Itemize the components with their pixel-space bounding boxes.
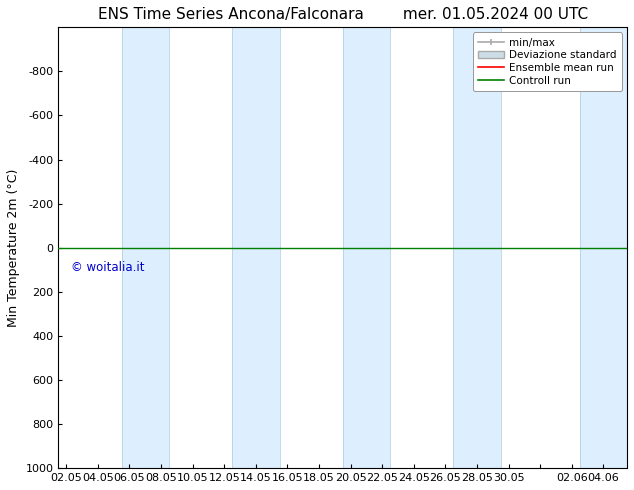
Bar xyxy=(453,27,501,468)
Text: © woitalia.it: © woitalia.it xyxy=(71,261,145,274)
Bar xyxy=(579,27,627,468)
Legend: min/max, Deviazione standard, Ensemble mean run, Controll run: min/max, Deviazione standard, Ensemble m… xyxy=(473,32,622,91)
Bar xyxy=(343,27,390,468)
Y-axis label: Min Temperature 2m (°C): Min Temperature 2m (°C) xyxy=(7,169,20,327)
Title: ENS Time Series Ancona/Falconara        mer. 01.05.2024 00 UTC: ENS Time Series Ancona/Falconara mer. 01… xyxy=(98,7,588,22)
Bar xyxy=(232,27,280,468)
Bar xyxy=(122,27,169,468)
